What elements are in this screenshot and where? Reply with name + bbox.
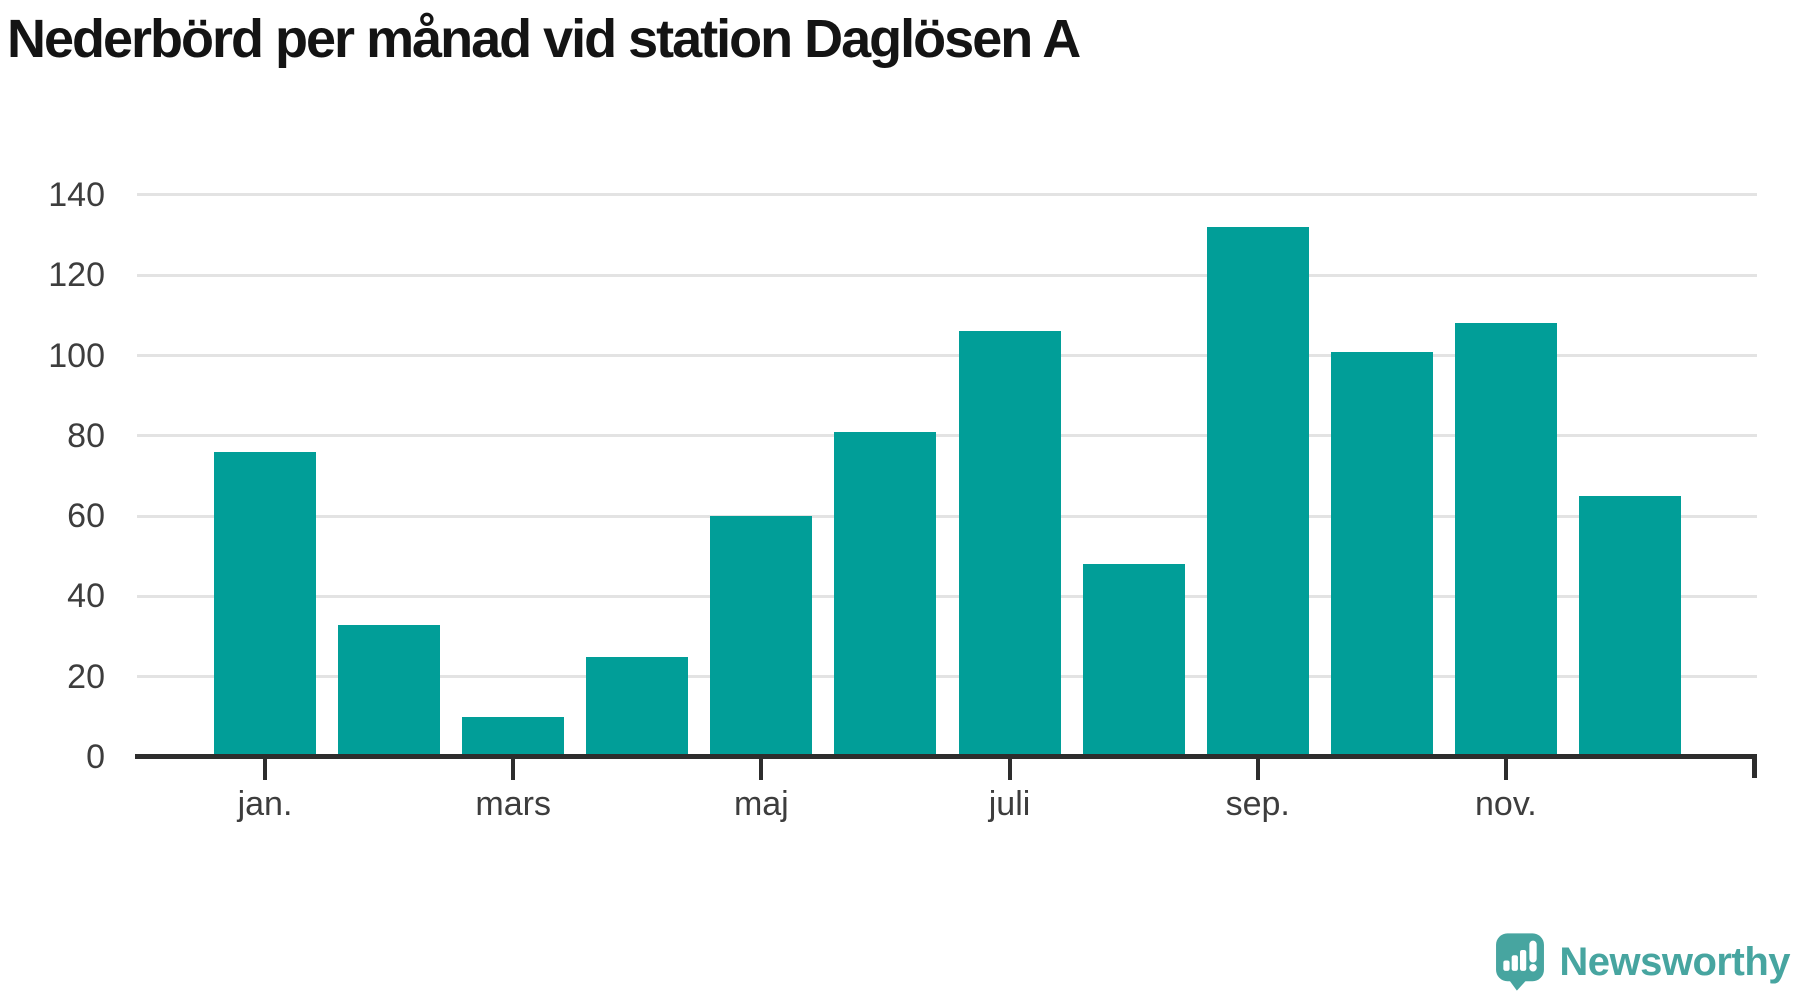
bar-okt. (1330, 351, 1433, 757)
bar-nov. (1454, 323, 1557, 757)
y-tick-label-100: 100 (48, 336, 105, 375)
y-tick-label-80: 80 (67, 416, 105, 455)
bar-feb. (338, 624, 441, 757)
y-tick-label-40: 40 (67, 577, 105, 616)
gridline-60 (137, 514, 1757, 518)
y-tick-label-20: 20 (67, 657, 105, 696)
x-tick-label-jan.: jan. (237, 785, 293, 823)
newsworthy-branding: Newsworthy (1495, 926, 1790, 998)
x-tick-sep. (1255, 759, 1260, 780)
gridline-140 (137, 193, 1757, 197)
bar-april (586, 656, 689, 757)
y-tick-label-120: 120 (48, 256, 105, 295)
gridline-100 (137, 354, 1757, 358)
gridline-120 (137, 273, 1757, 277)
bar-juni (834, 431, 937, 757)
newsworthy-logo-icon (1496, 933, 1545, 991)
bar-dec. (1578, 496, 1681, 757)
x-tick-label-mars: mars (475, 785, 551, 823)
y-tick-label-140: 140 (48, 175, 105, 214)
x-tick-label-sep.: sep. (1225, 785, 1290, 823)
y-tick-label-0: 0 (86, 738, 105, 776)
chart-title: Nederbörd per månad vid station Daglösen… (7, 9, 1081, 69)
bar-mars (462, 716, 565, 757)
bar-jan. (214, 451, 316, 757)
newsworthy-logo-text: Newsworthy (1559, 939, 1790, 984)
gridline-40 (137, 594, 1757, 598)
bar-sep. (1206, 227, 1309, 757)
x-tick-label-maj: maj (733, 785, 789, 823)
y-tick-label-60: 60 (67, 497, 105, 536)
x-tick-label-nov.: nov. (1475, 785, 1537, 823)
x-tick-juli (1007, 759, 1012, 780)
bar-juli (958, 331, 1061, 757)
bar-aug. (1082, 564, 1185, 757)
gridline-20 (137, 675, 1757, 679)
x-axis-endcap (1752, 754, 1757, 778)
x-tick-mars (511, 759, 516, 780)
x-axis-line (135, 754, 1757, 759)
x-tick-nov. (1503, 759, 1508, 780)
x-tick-maj (759, 759, 764, 780)
x-tick-label-juli: juli (988, 785, 1031, 823)
bar-maj (710, 516, 813, 757)
x-tick-jan. (263, 759, 267, 780)
gridline-80 (137, 434, 1757, 438)
